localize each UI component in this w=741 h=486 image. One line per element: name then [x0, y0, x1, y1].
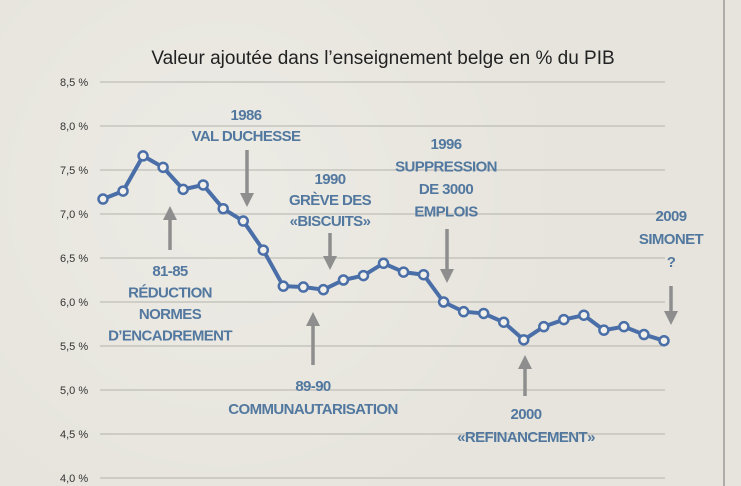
data-point — [497, 316, 510, 328]
y-tick-label: 7,5 % — [60, 165, 88, 177]
annotation-text: RÉDUCTION — [128, 285, 212, 302]
annotation-text: 1986 — [231, 107, 262, 124]
data-point — [257, 244, 270, 256]
annotation-text: D’ENCADREMENT — [108, 328, 232, 345]
data-point — [598, 324, 610, 336]
y-tick-label: 8,0 % — [60, 121, 88, 133]
data-point — [157, 161, 169, 174]
data-point — [658, 334, 670, 347]
annotation-text: ? — [667, 254, 676, 271]
data-point — [357, 269, 370, 282]
data-point — [397, 266, 410, 278]
annotation: 2000 «REFINANCEMENT» — [457, 406, 596, 446]
data-point — [578, 309, 590, 321]
data-point — [317, 283, 330, 296]
y-tick-label: 8,5 % — [60, 77, 88, 89]
annotation-text: EMPLOIS — [414, 204, 478, 221]
data-point — [538, 320, 550, 333]
annotation-text: VAL DUCHESSE — [192, 128, 302, 145]
data-point — [137, 150, 149, 162]
annotation-text: DE 3000 — [419, 181, 473, 198]
chart-title: Valeur ajoutée dans l’enseignement belge… — [151, 48, 614, 69]
data-point — [237, 215, 249, 227]
annotation: 1990 GRÈVE DES «BISCUITS» — [289, 171, 372, 230]
annotation-text: 89-90 — [295, 378, 331, 395]
data-point — [437, 296, 450, 308]
annotation: 89-90 COMMUNAUTARISATION — [228, 378, 398, 418]
data-point — [197, 179, 209, 191]
data-point — [457, 305, 470, 318]
annotation-text: SIMONET — [639, 231, 704, 248]
arrowhead-icon — [664, 311, 678, 325]
y-tick-label: 4,5 % — [60, 429, 88, 441]
data-point — [638, 328, 650, 341]
annotation-text: 2009 — [656, 208, 687, 225]
annotation-text: NORMES — [139, 306, 202, 323]
arrowhead-icon — [163, 206, 177, 220]
annotation-text: 2000 — [511, 406, 542, 423]
annotation-text: COMMUNAUTARISATION — [228, 401, 397, 418]
y-tick-label: 6,5 % — [60, 253, 88, 265]
y-tick-label: 4,0 % — [60, 473, 88, 485]
data-point — [277, 280, 290, 292]
annotation-text: 81-85 — [152, 263, 188, 280]
y-tick-label: 5,5 % — [60, 341, 88, 353]
data-point — [97, 193, 109, 205]
annotation-text: «REFINANCEMENT» — [457, 429, 595, 446]
annotation-text: 1996 — [431, 136, 462, 153]
annotation-text: 1990 — [315, 171, 346, 188]
data-point — [618, 320, 630, 333]
annotation: 2009 SIMONET? — [639, 208, 704, 271]
annotation: 81-85 RÉDUCTION NORMES D’ENCADREMENT — [108, 263, 233, 345]
data-point — [117, 185, 129, 197]
arrowhead-icon — [518, 355, 532, 369]
data-point — [518, 334, 530, 346]
y-tick-label: 5,0 % — [60, 385, 88, 397]
data-point — [337, 274, 350, 286]
annotation-text: «BISCUITS» — [290, 213, 371, 230]
arrowhead-icon — [323, 256, 337, 270]
y-tick-label: 6,0 % — [60, 297, 88, 309]
arrowhead-icon — [240, 193, 254, 207]
data-point — [477, 307, 490, 320]
data-point — [297, 281, 310, 293]
data-point — [217, 202, 229, 215]
annotation: 1986 VAL DUCHESSE — [192, 107, 302, 145]
data-point — [417, 268, 430, 281]
arrowhead-icon — [306, 312, 320, 326]
y-tick-label: 7,0 % — [60, 209, 88, 221]
annotation-text: GRÈVE DES — [289, 192, 372, 209]
data-point — [377, 257, 390, 270]
data-point — [558, 313, 570, 326]
annotation: 1996 SUPPRESSION DE 3000 EMPLOIS — [395, 136, 497, 221]
data-point — [177, 183, 189, 196]
annotation-text: SUPPRESSION — [395, 159, 497, 176]
arrowhead-icon — [440, 269, 454, 283]
